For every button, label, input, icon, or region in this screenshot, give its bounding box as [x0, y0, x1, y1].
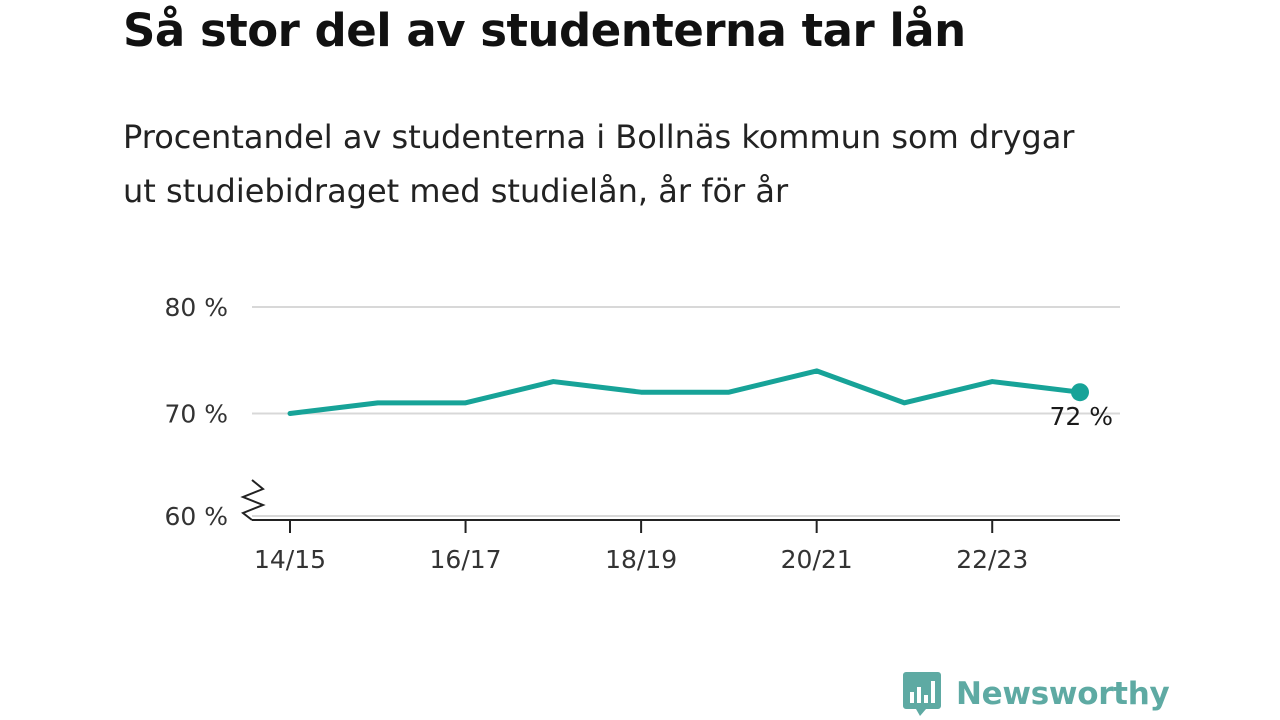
chart-title: Så stor del av studenterna tar lån	[123, 4, 966, 57]
y-axis: 80 % 70 % 60 %	[164, 293, 266, 531]
end-value-label: 72 %	[1049, 402, 1113, 431]
newsworthy-logo-icon	[903, 672, 941, 716]
y-tick-label: 80 %	[164, 293, 228, 322]
x-tick-label: 16/17	[430, 545, 502, 574]
series-line	[287, 368, 1083, 416]
axis-break-icon	[240, 479, 266, 521]
series: 72 %	[287, 368, 1113, 431]
brand-logo: Newsworthy	[902, 669, 1170, 719]
end-point-marker	[1071, 383, 1089, 402]
x-axis: 14/15 16/17 18/19 20/21 22/23	[252, 519, 1120, 574]
x-tick-label: 14/15	[254, 545, 326, 574]
y-tick-label: 70 %	[164, 400, 228, 429]
x-tick-label: 22/23	[956, 545, 1028, 574]
x-tick-label: 20/21	[781, 545, 853, 574]
brand-name: Newsworthy	[956, 676, 1170, 712]
y-tick-label: 60 %	[164, 502, 228, 531]
x-tick-label: 18/19	[605, 545, 677, 574]
chart-subtitle: Procentandel av studenterna i Bollnäs ko…	[123, 118, 1075, 210]
gridlines	[252, 306, 1120, 517]
